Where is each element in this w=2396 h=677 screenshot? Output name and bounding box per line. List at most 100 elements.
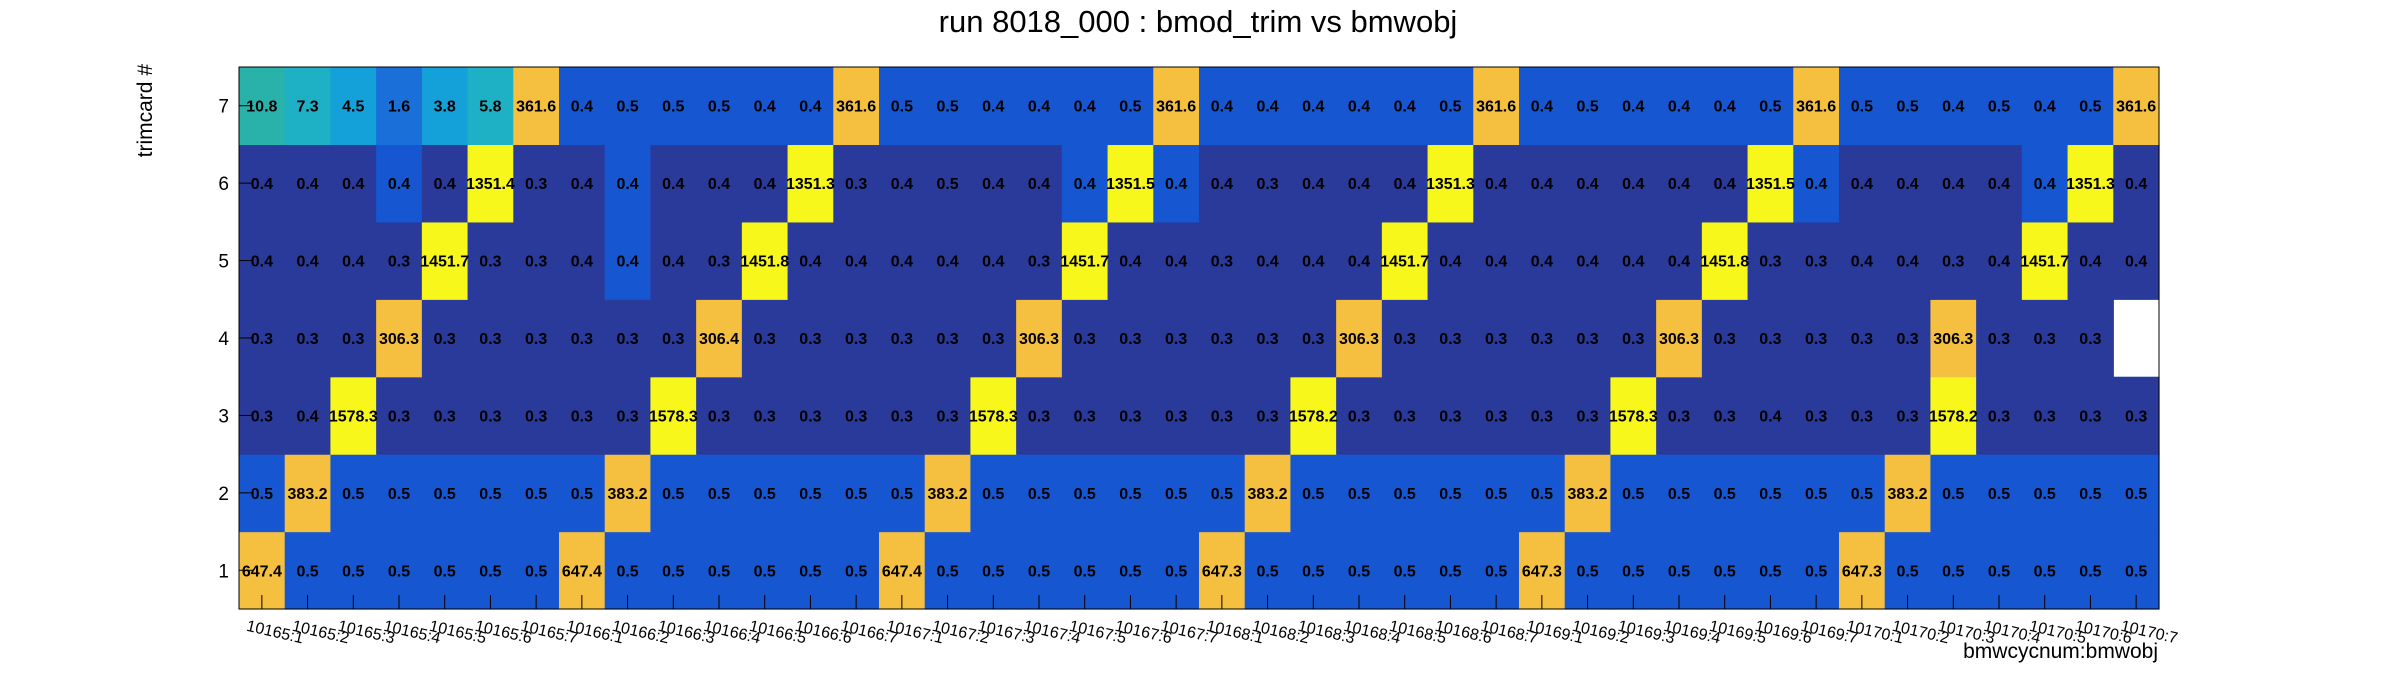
heatmap-cell (467, 144, 514, 223)
heatmap-cell (1153, 376, 1200, 455)
heatmap-cell (376, 376, 423, 455)
heatmap-cell (1016, 299, 1063, 378)
heatmap-cell (1564, 67, 1612, 146)
heatmap-cell (970, 221, 1017, 300)
heatmap-cell (1519, 144, 1566, 223)
cell-value-label: 647.3 (1522, 563, 1562, 580)
cell-value-label: 361.6 (1796, 99, 1836, 116)
cell-value-label: 0.5 (1119, 99, 1141, 116)
heatmap-cell (833, 299, 880, 378)
heatmap-cell (421, 221, 469, 300)
heatmap-cell (650, 221, 697, 300)
heatmap-cell (1107, 299, 1154, 378)
heatmap-cell (559, 221, 606, 300)
cell-value-label: 0.4 (434, 176, 456, 193)
heatmap-cell (513, 299, 560, 378)
heatmap-cell (879, 67, 926, 146)
cell-value-label: 0.5 (388, 486, 410, 503)
heatmap-cell (833, 454, 880, 533)
cell-value-label: 0.3 (1988, 331, 2010, 348)
heatmap-cell (2021, 144, 2069, 223)
heatmap-cell (1747, 299, 1794, 378)
cell-value-label: 0.4 (1714, 176, 1736, 193)
heatmap-cell (787, 376, 834, 455)
heatmap-cell (879, 221, 926, 300)
cell-value-label: 1578.3 (969, 408, 1018, 425)
heatmap-cell (1610, 376, 1657, 455)
heatmap-cell (1244, 67, 1292, 146)
heatmap-cell (1381, 454, 1429, 533)
cell-value-label: 0.4 (1576, 176, 1598, 193)
cell-value-label: 0.4 (1714, 99, 1736, 116)
heatmap-cell (1839, 376, 1886, 455)
cell-value-label: 0.4 (799, 99, 821, 116)
heatmap-cell (1976, 221, 2023, 300)
cell-value-label: 0.5 (1805, 486, 1827, 503)
heatmap-cell (1199, 376, 1246, 455)
heatmap-cell (1199, 144, 1246, 223)
cell-value-label: 1351.3 (2066, 176, 2115, 193)
cell-value-label: 0.4 (1028, 99, 1050, 116)
cell-value-label: 0.4 (1485, 176, 1507, 193)
cell-value-label: 0.4 (342, 176, 364, 193)
heatmap-cell (1976, 67, 2023, 146)
heatmap-cell (1610, 454, 1657, 533)
cell-value-label: 0.3 (936, 331, 958, 348)
heatmap-cell (467, 221, 514, 300)
heatmap-cell (2113, 144, 2160, 223)
heatmap-cell (284, 376, 332, 455)
heatmap-cell (1153, 454, 1200, 533)
heatmap-cell (1884, 376, 1932, 455)
cell-value-label: 0.3 (1896, 331, 1918, 348)
heatmap-cell (1793, 67, 1840, 146)
cell-value-label: 0.3 (891, 331, 913, 348)
heatmap-cell (879, 376, 926, 455)
heatmap-cell (2067, 221, 2114, 300)
cell-value-label: 4.5 (342, 99, 364, 116)
cell-value-label: 0.3 (799, 331, 821, 348)
cell-value-label: 0.5 (1394, 486, 1416, 503)
heatmap-cell (696, 67, 743, 146)
cell-value-label: 0.3 (1256, 408, 1278, 425)
heatmap-cell (833, 144, 880, 223)
cell-value-label: 0.4 (1074, 99, 1096, 116)
cell-value-label: 0.5 (754, 486, 776, 503)
heatmap-cell (787, 299, 834, 378)
heatmap-cell (1701, 221, 1749, 300)
heatmap-cell (1199, 299, 1246, 378)
cell-value-label: 0.5 (662, 486, 684, 503)
heatmap-cell (284, 67, 332, 146)
heatmap-cell (604, 454, 652, 533)
cell-value-label: 0.5 (662, 563, 684, 580)
cell-value-label: 0.4 (1394, 176, 1416, 193)
cell-value-label: 1578.3 (1609, 408, 1658, 425)
heatmap-cell (2021, 299, 2069, 378)
cell-value-label: 0.3 (1302, 331, 1324, 348)
heatmap-cell (421, 376, 469, 455)
cell-value-label: 0.5 (342, 486, 364, 503)
cell-value-label: 0.3 (1576, 331, 1598, 348)
cell-value-label: 383.2 (928, 486, 968, 503)
cell-value-label: 0.3 (1119, 331, 1141, 348)
cell-value-label: 0.5 (1256, 563, 1278, 580)
cell-value-label: 306.3 (1933, 331, 1973, 348)
cell-value-label: 0.3 (1165, 331, 1187, 348)
heatmap-cell (696, 299, 743, 378)
cell-value-label: 0.5 (1805, 563, 1827, 580)
heatmap-cell (1153, 67, 1200, 146)
cell-value-label: 0.5 (1074, 563, 1096, 580)
cell-value-label: 0.4 (982, 99, 1004, 116)
heatmap-cell (376, 221, 423, 300)
cell-value-label: 0.5 (525, 563, 547, 580)
cell-value-label: 1.6 (388, 99, 410, 116)
cell-value-label: 0.3 (845, 331, 867, 348)
cell-value-label: 0.4 (1302, 99, 1324, 116)
cell-value-label: 0.3 (1394, 331, 1416, 348)
heatmap-cell (604, 67, 652, 146)
heatmap-cell (1473, 221, 1520, 300)
heatmap-cell-labels: 647.4 0.5 0.5 0.5 0.5 0.5 0.5 647.4 0.5 0.5 0.5 0.5… (242, 99, 2156, 581)
cell-value-label: 0.5 (571, 486, 593, 503)
cell-value-label: 0.5 (616, 563, 638, 580)
cell-value-label: 0.5 (1714, 486, 1736, 503)
heatmap-cell (1839, 299, 1886, 378)
